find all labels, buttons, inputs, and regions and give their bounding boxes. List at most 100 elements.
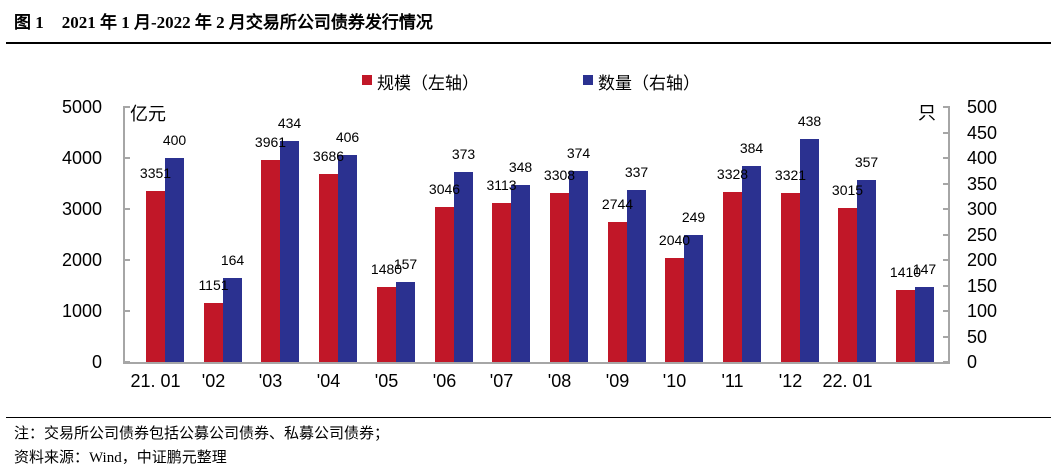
left-axis-unit: 亿元 [130,104,166,124]
bar-scale [896,290,915,362]
right-axis-tick [943,310,950,312]
bar-count [857,179,876,362]
x-axis-category-label: '09 [605,371,630,391]
x-axis-category-label: '11 [721,371,744,391]
left-axis-tick-label: 1000 [61,301,102,321]
bar-value-label-scale: 3328 [716,166,749,183]
bar-value-label-scale: 3686 [312,148,345,164]
right-axis-tick [943,233,950,236]
bar-count [223,278,242,362]
right-axis-tick-label: 150 [967,275,998,296]
bar-value-label-scale: 3113 [486,177,517,194]
right-axis-tick [943,131,950,134]
bar-value-label-count: 164 [220,252,245,269]
bar-value-label-count: 406 [335,128,360,145]
bar-count [569,171,588,362]
x-axis-line [123,362,950,364]
notes-divider [6,417,1051,418]
bar-count [742,166,761,362]
right-axis-tick [943,182,950,185]
x-axis-category-label: '08 [547,371,572,391]
bar-value-label-scale: 1410 [889,264,922,281]
bar-value-label-count: 384 [739,140,764,157]
right-axis-tick [943,208,950,210]
bar-value-label-scale: 3308 [543,167,576,184]
figure-title: 图 1 2021 年 1 月-2022 年 2 月交易所公司债券发行情况 [14,8,433,33]
bar-scale [492,203,511,362]
bar-value-label-count: 348 [508,158,533,175]
bar-scale [319,174,338,362]
bar-count [454,171,473,362]
left-axis-tick [123,259,130,261]
left-axis-tick-label: 5000 [61,97,102,117]
bar-count [338,154,357,362]
bar-value-label-scale: 2744 [601,196,634,213]
left-axis-tick-label: 0 [91,352,102,372]
right-axis-tick-label: 300 [967,199,998,219]
left-axis-tick-label: 4000 [61,148,102,168]
bar-scale [204,303,223,362]
left-axis-tick [123,157,130,159]
legend-label-scale: 规模（左轴） [377,74,479,93]
right-axis-tick-label: 50 [967,326,988,347]
right-axis-tick [943,361,950,363]
x-axis-category-label: 22. 01 [822,371,873,391]
x-axis-category-label: '03 [258,371,283,391]
bar-value-label-scale: 3351 [139,165,172,182]
bar-scale [146,191,165,362]
right-axis-tick-label: 500 [967,97,998,117]
x-axis-category-label: '07 [489,371,514,391]
bar-count [800,138,819,362]
bar-scale [435,206,454,362]
bar-count [165,158,184,362]
bar-value-label-scale: 1480 [370,260,403,277]
right-axis-tick [943,157,950,159]
bar-count [280,140,299,362]
bar-value-label-count: 147 [912,261,937,278]
bar-scale [608,222,627,362]
bar-value-label-count: 438 [797,112,822,129]
title-divider [6,42,1051,44]
bar-value-label-count: 249 [681,209,706,225]
x-axis-category-label: 21. 01 [130,371,181,391]
bar-scale [723,192,742,362]
bar-scale [838,208,857,362]
right-axis-tick [943,259,950,261]
left-axis-tick [123,208,130,210]
right-axis-tick-label: 450 [967,122,998,143]
x-axis-category-label: '12 [778,371,803,391]
bar-value-label-scale: 3961 [254,133,287,150]
bar-count [511,184,530,362]
right-axis-tick [943,284,950,287]
right-axis-tick-label: 250 [967,224,998,245]
right-axis-tick-label: 100 [967,301,998,321]
right-axis-tick-label: 200 [967,250,998,270]
left-axis-tick [123,310,130,312]
x-axis-category-label: '04 [316,371,341,391]
figure-number: 图 1 [14,13,44,32]
legend-swatch-count-icon [583,75,593,85]
bar-value-label-count: 400 [162,132,187,148]
left-axis-line [123,107,125,362]
x-axis-category-label: '02 [201,371,226,391]
left-axis-tick-label: 2000 [61,250,102,270]
bar-scale [781,192,800,362]
left-axis-tick [123,106,130,108]
bar-scale [377,286,396,362]
left-axis-tick-label: 3000 [61,199,102,219]
bar-value-label-scale: 1151 [198,277,229,294]
bar-value-label-scale: 3046 [428,180,461,197]
bar-value-label-scale: 2040 [658,231,691,248]
right-axis-tick [943,106,950,108]
bar-count [684,235,703,362]
x-axis-category-label: '06 [432,371,457,391]
bar-value-label-scale: 3321 [774,166,807,183]
bar-scale [665,257,684,362]
figure-title-text: 2021 年 1 月-2022 年 2 月交易所公司债券发行情况 [61,13,433,32]
bar-value-label-count: 157 [393,255,418,272]
bar-count [396,281,415,362]
right-axis-tick-label: 350 [967,173,998,194]
chart-legend: 规模（左轴） 数量（右轴） [0,69,1057,93]
